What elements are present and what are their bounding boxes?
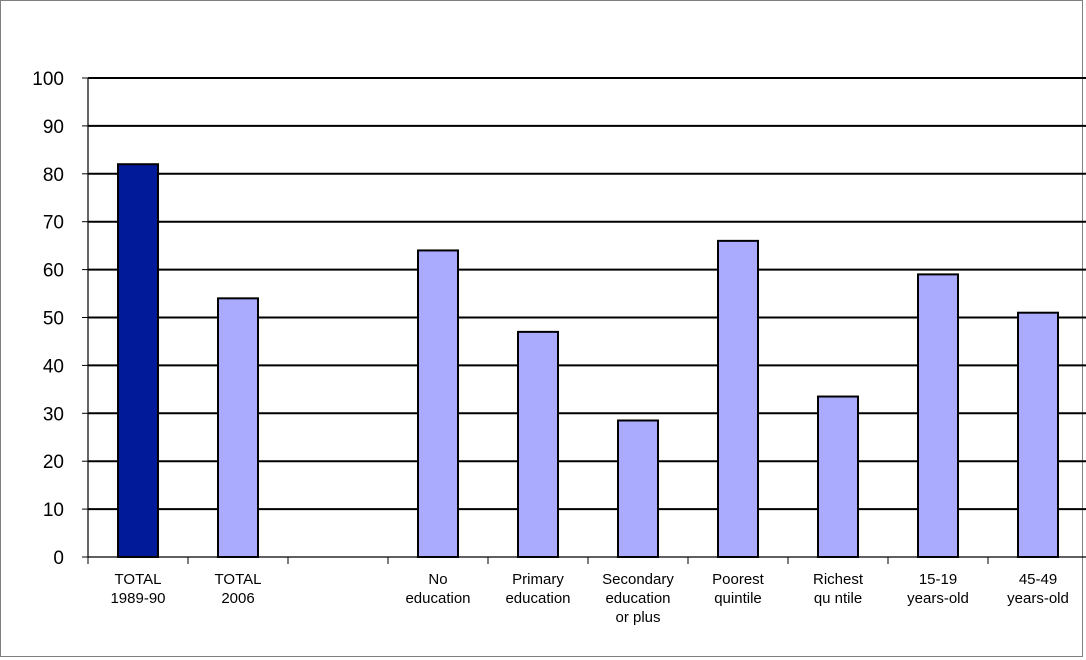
bar-3	[417, 249, 459, 558]
y-tick-label: 30	[43, 404, 64, 425]
y-tick-label: 100	[32, 69, 64, 90]
bar-0	[117, 163, 159, 558]
y-tick-label: 20	[43, 452, 64, 473]
y-tick-label: 0	[53, 548, 64, 569]
bar-9	[1017, 311, 1059, 558]
axes	[82, 77, 1086, 564]
x-category-label: TOTAL 1989-90	[110, 571, 165, 607]
x-category-label: Richest qu ntile	[813, 571, 864, 607]
y-tick-labels: 0 10 20 30 40 50 60 70 80 90 100	[32, 69, 64, 569]
bar-5	[617, 419, 659, 558]
x-category-labels: TOTAL 1989-90 TOTAL 2006 No education Primary e…	[110, 571, 1069, 626]
x-category-label: Primary education	[505, 571, 570, 607]
x-category-label: Poorest quintile	[712, 571, 765, 607]
bar-8	[917, 273, 959, 558]
x-category-label: 45-49 years-old	[1007, 571, 1069, 607]
y-tick-label: 90	[43, 117, 64, 138]
bar-6	[717, 239, 759, 559]
x-category-label: No education	[405, 571, 470, 607]
y-tick-label: 40	[43, 356, 64, 377]
bars	[117, 163, 1059, 559]
y-tick-label: 50	[43, 309, 64, 330]
bar-1	[217, 297, 259, 558]
bar-7	[817, 395, 859, 558]
y-tick-label: 60	[43, 261, 64, 282]
x-category-label: TOTAL 2006	[215, 571, 262, 607]
y-tick-label: 70	[43, 213, 64, 234]
bar-4	[517, 330, 559, 558]
x-category-label: 15-19 years-old	[907, 571, 969, 607]
x-category-label: Secondary education or plus	[602, 571, 674, 626]
y-tick-label: 10	[43, 500, 64, 521]
y-tick-label: 80	[43, 165, 64, 186]
